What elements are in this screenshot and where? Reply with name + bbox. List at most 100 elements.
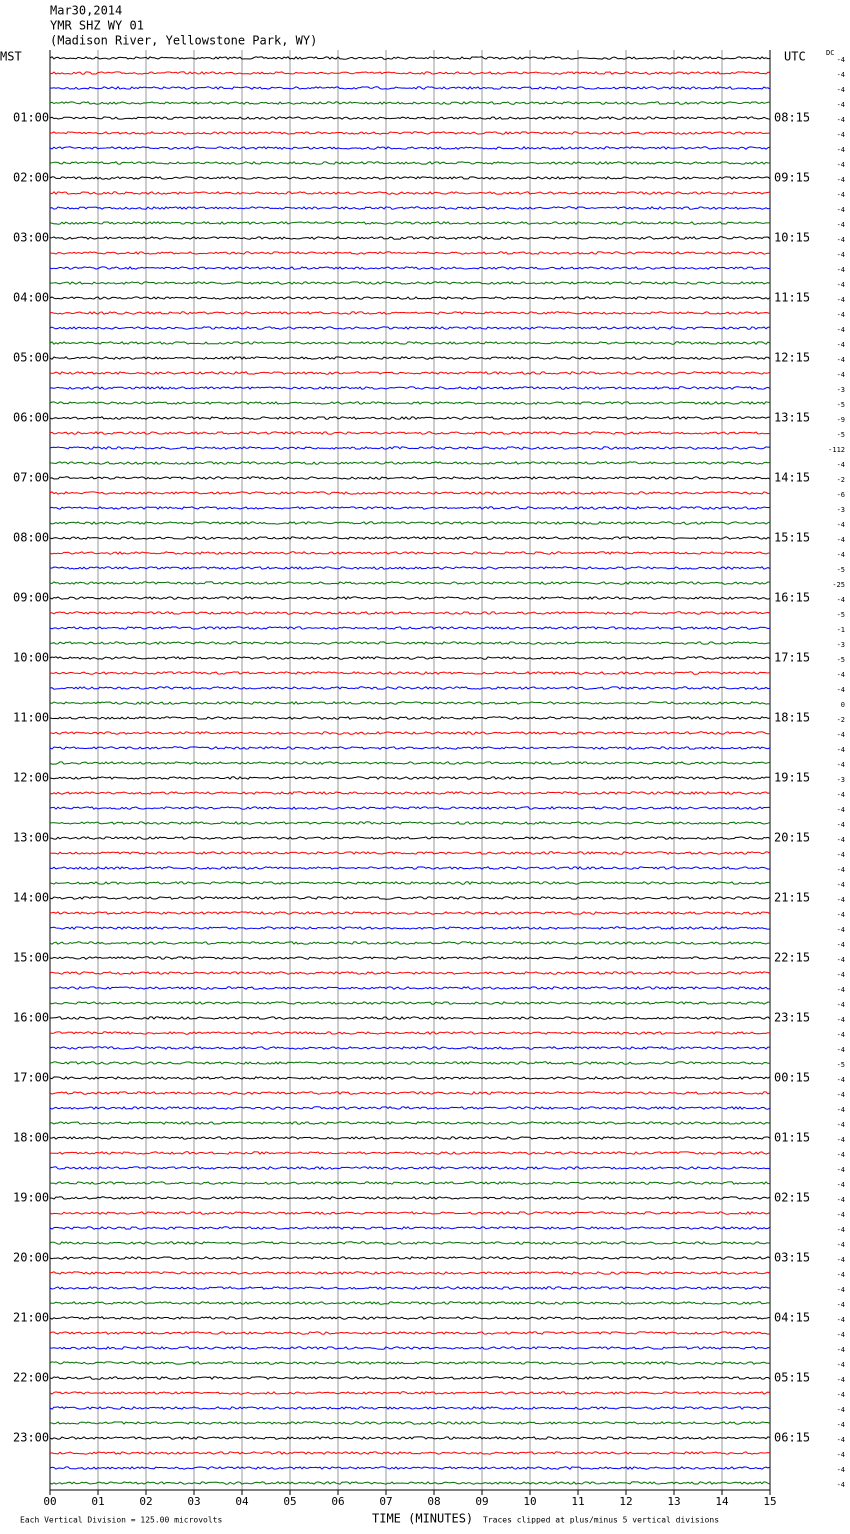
mst-label: 12:00 xyxy=(13,771,49,785)
trace xyxy=(49,356,771,360)
dc-offset: -4 xyxy=(837,836,845,844)
dc-offset: -4 xyxy=(837,371,845,379)
scale-note: Each Vertical Division = 125.00 microvol… xyxy=(20,1516,222,1525)
trace xyxy=(49,506,771,510)
trace xyxy=(49,1001,771,1005)
utc-label: 18:15 xyxy=(774,711,810,725)
trace xyxy=(49,1256,771,1260)
dc-offset: -4 xyxy=(837,1166,845,1174)
dc-offset: -4 xyxy=(837,71,845,79)
dc-offset: -5 xyxy=(837,611,845,619)
trace xyxy=(49,971,771,975)
dc-offset: -4 xyxy=(837,1241,845,1249)
dc-offset: -4 xyxy=(837,281,845,289)
trace xyxy=(49,1376,771,1380)
dc-offset: -4 xyxy=(837,791,845,799)
x-tick-label: 04 xyxy=(235,1495,249,1508)
trace xyxy=(49,1121,771,1125)
trace xyxy=(49,491,771,495)
dc-offset: -4 xyxy=(837,1136,845,1144)
x-tick-label: 08 xyxy=(427,1495,440,1508)
x-tick-label: 02 xyxy=(139,1495,152,1508)
mst-label: 08:00 xyxy=(13,531,49,545)
trace xyxy=(49,1031,771,1035)
dc-offset: -4 xyxy=(837,161,845,169)
dc-offset: -1 xyxy=(837,626,845,634)
trace xyxy=(49,1271,771,1275)
mst-label: 01:00 xyxy=(13,111,49,125)
trace xyxy=(49,761,771,765)
x-tick-label: 01 xyxy=(91,1495,104,1508)
trace xyxy=(49,956,771,960)
dc-offset: -4 xyxy=(837,221,845,229)
x-tick-label: 06 xyxy=(331,1495,344,1508)
x-tick-label: 09 xyxy=(475,1495,488,1508)
trace xyxy=(49,386,771,390)
utc-label: 16:15 xyxy=(774,591,810,605)
x-tick-label: 12 xyxy=(619,1495,632,1508)
trace xyxy=(49,911,771,915)
mst-label: 16:00 xyxy=(13,1011,49,1025)
utc-label: 08:15 xyxy=(774,111,810,125)
dc-offset: -3 xyxy=(837,641,845,649)
clip-note: Traces clipped at plus/minus 5 vertical … xyxy=(483,1516,719,1525)
dc-offset: -4 xyxy=(837,1481,845,1489)
dc-offset: -4 xyxy=(837,866,845,874)
trace xyxy=(49,146,771,150)
mst-label: 21:00 xyxy=(13,1311,49,1325)
dc-offset: -4 xyxy=(837,911,845,919)
mst-label: 11:00 xyxy=(13,711,49,725)
trace xyxy=(49,611,771,615)
dc-offset: -4 xyxy=(837,461,845,469)
dc-offset: -4 xyxy=(837,56,845,64)
dc-offset: -4 xyxy=(837,1181,845,1189)
dc-offset: -4 xyxy=(837,251,845,259)
trace xyxy=(49,401,771,405)
dc-offset: -4 xyxy=(837,1466,845,1474)
trace xyxy=(49,1196,771,1200)
trace xyxy=(49,701,771,705)
dc-offset: -4 xyxy=(837,521,845,529)
trace xyxy=(49,521,771,525)
utc-label: 11:15 xyxy=(774,291,810,305)
trace xyxy=(49,1211,771,1215)
trace xyxy=(49,806,771,810)
trace xyxy=(50,131,771,135)
dc-offset: -4 xyxy=(837,971,845,979)
dc-offset: -4 xyxy=(837,1451,845,1459)
x-tick-label: 15 xyxy=(763,1495,776,1508)
dc-offset: -4 xyxy=(837,941,845,949)
trace xyxy=(49,1331,771,1335)
trace xyxy=(49,821,771,825)
dc-offset: -4 xyxy=(837,1151,845,1159)
location: (Madison River, Yellowstone Park, WY) xyxy=(50,34,317,48)
dc-offset: -4 xyxy=(837,896,845,904)
trace xyxy=(49,1301,771,1305)
trace xyxy=(49,266,771,270)
dc-offset: -4 xyxy=(837,821,845,829)
trace xyxy=(49,1061,770,1065)
trace xyxy=(49,476,771,480)
mst-label: 05:00 xyxy=(13,351,49,365)
mst-label: 20:00 xyxy=(13,1251,49,1265)
mst-label: 02:00 xyxy=(13,171,49,185)
trace xyxy=(49,866,771,870)
mst-label: 15:00 xyxy=(13,951,49,965)
trace xyxy=(49,536,771,540)
utc-label: 05:15 xyxy=(774,1371,810,1385)
dc-offset: -4 xyxy=(837,296,845,304)
dc-offset: -3 xyxy=(837,776,845,784)
trace xyxy=(49,116,771,120)
dc-title: DC xyxy=(826,49,834,57)
trace xyxy=(49,716,770,720)
dc-offset: -4 xyxy=(837,116,845,124)
utc-label: 15:15 xyxy=(774,531,810,545)
utc-label: 09:15 xyxy=(774,171,810,185)
trace xyxy=(49,1391,771,1395)
mst-label: 19:00 xyxy=(13,1191,49,1205)
trace xyxy=(49,941,771,945)
dc-offset: -3 xyxy=(837,386,845,394)
dc-offset: -25 xyxy=(832,581,845,589)
trace xyxy=(49,626,771,630)
dc-offset: -4 xyxy=(837,1031,845,1039)
